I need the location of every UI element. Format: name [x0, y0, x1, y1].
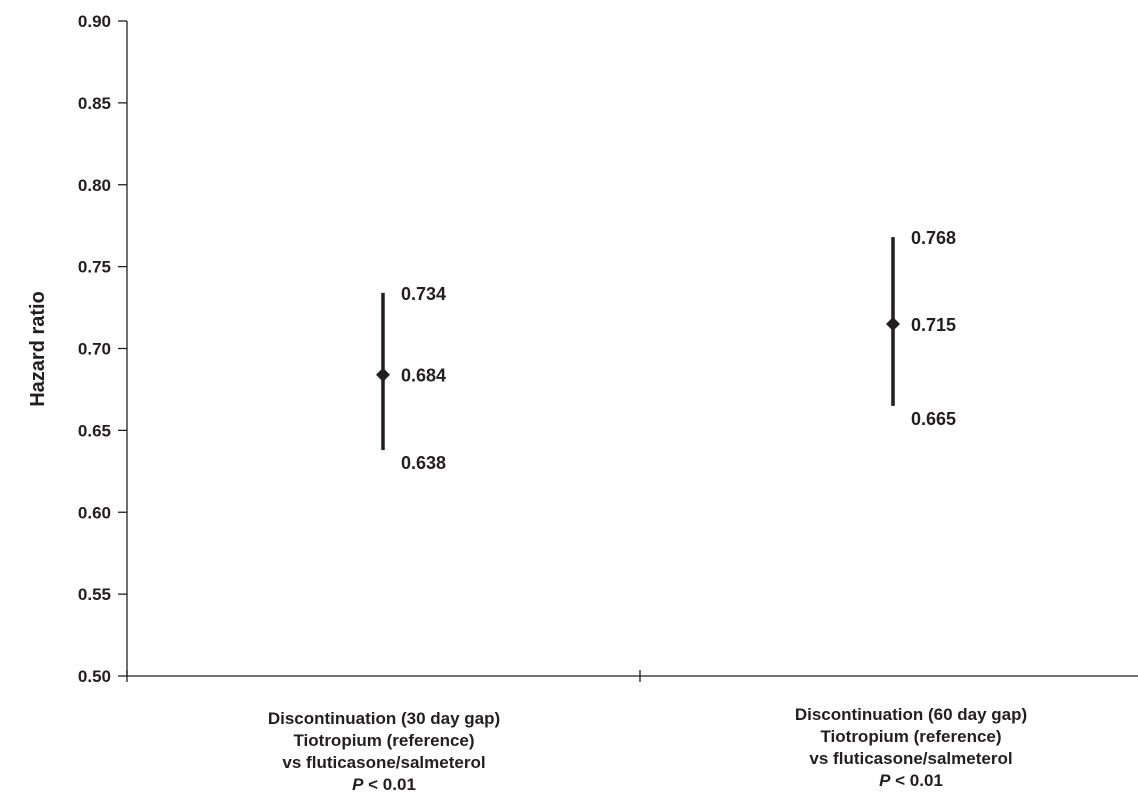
category-1-line-3: vs fluticasone/salmeterol	[282, 753, 486, 772]
lower-ci-label-2: 0.665	[911, 409, 956, 429]
y-tick-label-6: 0.75	[78, 258, 111, 277]
y-tick-label-1: 0.50	[78, 667, 111, 686]
lower-ci-label-1: 0.638	[401, 453, 446, 473]
estimate-label-2: 0.715	[911, 315, 956, 335]
category-label-1: Discontinuation (30 day gap) Tiotropium …	[174, 708, 594, 796]
category-1-line-2: Tiotropium (reference)	[293, 731, 475, 750]
y-tick-label-3: 0.60	[78, 503, 111, 522]
p-threshold: < 0.01	[890, 771, 943, 790]
point-estimate-2	[886, 316, 900, 331]
y-tick-label-9: 0.90	[78, 12, 111, 31]
category-2-line-3: vs fluticasone/salmeterol	[809, 749, 1013, 768]
p-symbol: P	[352, 775, 364, 794]
category-2-p-value: P < 0.01	[701, 770, 1121, 792]
y-tick-label-8: 0.85	[78, 94, 111, 113]
y-tick-label-2: 0.55	[78, 585, 111, 604]
p-symbol: P	[879, 771, 891, 790]
category-label-2: Discontinuation (60 day gap) Tiotropium …	[701, 704, 1121, 792]
y-tick-label-7: 0.80	[78, 176, 111, 195]
estimate-label-1: 0.684	[401, 366, 446, 386]
category-1-line-1: Discontinuation (30 day gap)	[267, 709, 501, 728]
marks: 0.734 0.684 0.638 0.768 0.715 0.665	[376, 228, 956, 473]
point-estimate-1	[376, 367, 390, 382]
category-2-line-1: Discontinuation (60 day gap)	[794, 705, 1028, 724]
axes: 0.50 0.55 0.60 0.65 0.70 0.75 0.80 0.85 0.90	[78, 12, 1138, 686]
y-axis-title: Hazard ratio	[27, 291, 49, 407]
p-threshold: < 0.01	[363, 775, 416, 794]
upper-ci-label-1: 0.734	[401, 284, 446, 304]
category-1-p-value: P < 0.01	[174, 774, 594, 796]
category-2-line-2: Tiotropium (reference)	[820, 727, 1002, 746]
y-tick-label-5: 0.70	[78, 340, 111, 359]
upper-ci-label-2: 0.768	[911, 228, 956, 248]
y-tick-label-4: 0.65	[78, 421, 111, 440]
